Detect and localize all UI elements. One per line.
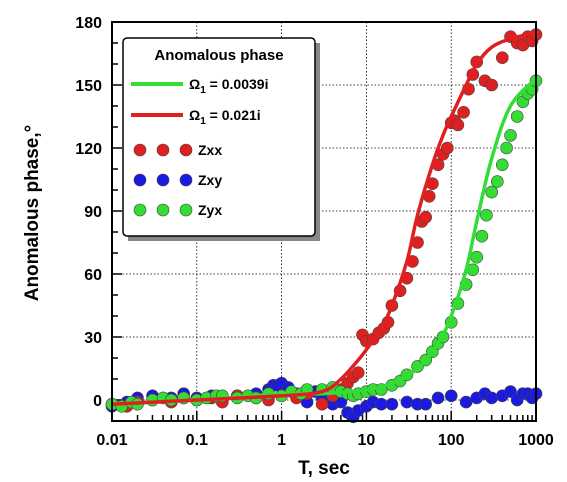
- data-point-zxy: [485, 391, 499, 405]
- data-point-zxy: [385, 397, 399, 411]
- legend-marker-swatch: [156, 173, 170, 187]
- data-point-zyx: [510, 110, 524, 123]
- legend-marker-label: Zxy: [198, 172, 222, 188]
- data-point-zxx: [419, 211, 433, 224]
- y-tick-label: 90: [84, 204, 102, 221]
- legend-line-label: Ω1 = 0.0039i: [189, 76, 268, 96]
- y-axis-title: Anomalous phase,°: [22, 125, 43, 302]
- legend-marker-swatch: [156, 203, 170, 217]
- data-point-zxy: [374, 397, 388, 411]
- legend-marker-swatch: [133, 143, 147, 157]
- data-point-zxx: [315, 397, 329, 411]
- y-tick-label: 0: [93, 393, 102, 410]
- x-tick-label: 1000: [518, 432, 554, 449]
- data-point-zxx: [457, 106, 470, 119]
- legend-marker-swatch: [179, 203, 193, 217]
- legend-marker-label: Zxx: [198, 142, 222, 158]
- legend-line-entries: Ω1 = 0.0039i Ω1 = 0.021i: [131, 76, 268, 127]
- data-point-zxx: [451, 118, 465, 132]
- data-point-zxy: [444, 389, 458, 403]
- x-tick-label: 0.1: [186, 432, 208, 449]
- data-point-zxx: [485, 78, 499, 92]
- x-axis-title: T, sec: [298, 458, 350, 479]
- data-point-zxy: [504, 385, 517, 398]
- fit-line-2: [111, 30, 537, 406]
- legend-box: [122, 37, 316, 237]
- y-tick-label: 150: [75, 78, 102, 95]
- data-point-zyx: [485, 185, 499, 199]
- legend-marker-swatch: [133, 203, 147, 217]
- x-tick-labels: 0.01 0.1 1 10 100 1000: [96, 432, 553, 449]
- legend-marker-swatch: [179, 143, 193, 157]
- legend-line-label: Ω1 = 0.021i: [189, 107, 261, 127]
- legend-marker-swatch: [179, 173, 193, 187]
- y-tick-label: 30: [84, 330, 102, 347]
- data-point-zyx: [480, 208, 493, 222]
- data-point-zxx: [351, 366, 365, 380]
- data-point-zxy: [400, 395, 414, 409]
- plot-frame: [111, 21, 537, 422]
- data-point-zxy: [459, 395, 473, 409]
- data-point-zxx: [495, 51, 509, 65]
- legend-title: Anomalous phase: [154, 47, 283, 64]
- data-point-zyx: [504, 129, 517, 142]
- data-point-zyx: [490, 175, 504, 188]
- data-point-zyx: [500, 141, 513, 155]
- fit-lines: [111, 30, 538, 406]
- fit-line-1: [111, 77, 538, 406]
- legend-marker-swatch: [156, 143, 170, 157]
- data-point-zyx: [495, 158, 509, 172]
- x-tick-label: 0.01: [96, 432, 127, 449]
- x-tick-label: 10: [358, 432, 376, 449]
- y-tick-label: 60: [84, 267, 102, 284]
- data-point-zxx: [440, 141, 454, 155]
- legend-marker-label: Zyx: [198, 202, 222, 218]
- legend-marker-entries: Zxx Zxy Zyx: [133, 142, 222, 218]
- legend-marker-swatch: [133, 173, 147, 187]
- x-tick-label: 1: [277, 432, 286, 449]
- x-tick-label: 100: [438, 432, 465, 449]
- y-tick-labels: 0 30 60 90 120 150 180: [75, 15, 102, 410]
- y-tick-label: 120: [75, 141, 102, 158]
- data-point-zyx: [475, 229, 489, 243]
- data-point-zxy: [431, 391, 445, 405]
- data-point-zyx: [470, 250, 484, 264]
- y-tick-label: 180: [75, 15, 102, 32]
- data-point-zxy: [419, 397, 433, 411]
